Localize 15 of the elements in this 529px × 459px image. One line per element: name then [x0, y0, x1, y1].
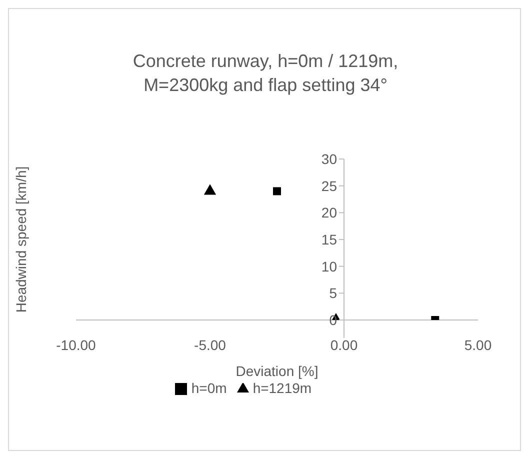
y-tick-label: 5: [329, 285, 338, 302]
x-tick-label: -10.00: [56, 336, 96, 353]
chart-title: Concrete runway, h=0m / 1219m, M=2300kg and flap setting 34°: [132, 50, 400, 97]
y-axis-title: Headwind speed [km/h]: [12, 166, 29, 313]
legend-label: h=1219m: [252, 380, 312, 396]
y-tick-label: 25: [321, 178, 338, 194]
y-tick-label: 20: [321, 204, 338, 221]
y-tick-label: 15: [321, 232, 338, 248]
legend-label: h=0m: [191, 380, 227, 396]
x-axis-title: Deviation [%]: [236, 363, 318, 379]
x-tick-label: 5.00: [464, 336, 492, 353]
x-tick-label: 0.00: [330, 336, 358, 353]
x-tick-label: -5.00: [194, 336, 226, 353]
y-tick-label: 30: [321, 151, 338, 167]
y-tick-label: 10: [321, 258, 338, 274]
